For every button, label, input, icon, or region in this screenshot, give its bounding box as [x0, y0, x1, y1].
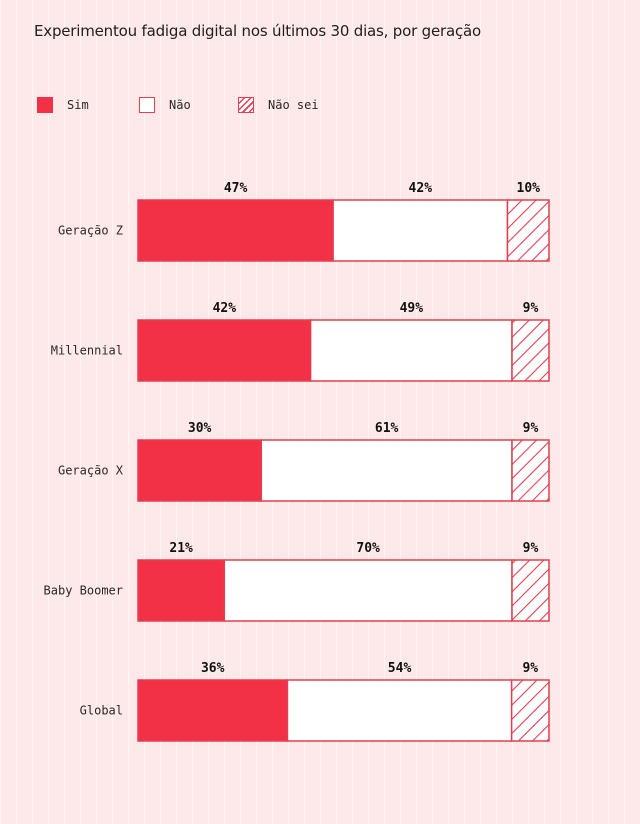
- data-label-nao-geracao-z: 42%: [409, 181, 433, 196]
- bar-nao-sei-geracao-z: [506, 199, 550, 262]
- data-label-nao-sei-geracao-x: 9%: [523, 421, 539, 436]
- legend-swatch-sim: [37, 97, 53, 113]
- category-label-geracao-z: Geração Z: [58, 224, 123, 238]
- category-label-geracao-x: Geração X: [58, 464, 124, 478]
- bar-nao-sei-global: [510, 679, 550, 742]
- data-label-nao-sei-geracao-z: 10%: [517, 181, 541, 196]
- bar-sim-baby-boomer: [137, 559, 226, 622]
- category-label-millennial: Millennial: [51, 344, 123, 358]
- data-label-sim-millennial: 42%: [213, 301, 237, 316]
- data-label-sim-global: 36%: [201, 661, 225, 676]
- bar-sim-global: [137, 679, 289, 742]
- data-label-nao-sei-millennial: 9%: [523, 301, 539, 316]
- bar-nao-global: [286, 679, 513, 742]
- legend-item-nao: Não: [139, 97, 191, 113]
- bar-sim-geracao-x: [137, 439, 263, 502]
- data-label-nao-sei-baby-boomer: 9%: [523, 541, 539, 556]
- bar-nao-geracao-x: [260, 439, 513, 502]
- data-label-sim-geracao-z: 47%: [224, 181, 248, 196]
- legend-item-nao-sei: Não sei: [238, 97, 319, 113]
- bar-nao-sei-millennial: [511, 319, 550, 382]
- category-label-baby-boomer: Baby Boomer: [44, 584, 123, 598]
- data-label-nao-geracao-x: 61%: [375, 421, 399, 436]
- data-label-nao-baby-boomer: 70%: [356, 541, 380, 556]
- category-label-global: Global: [80, 704, 123, 718]
- legend-swatch-nao: [139, 97, 155, 113]
- bar-nao-sei-geracao-x: [511, 439, 550, 502]
- chart-title: Experimentou fadiga digital nos últimos …: [34, 22, 481, 40]
- legend-label-nao: Não: [169, 98, 191, 112]
- bar-sim-millennial: [137, 319, 312, 382]
- data-label-nao-sei-global: 9%: [522, 661, 538, 676]
- data-label-sim-geracao-x: 30%: [188, 421, 212, 436]
- legend-swatch-nao-sei: [238, 97, 254, 113]
- bar-nao-geracao-z: [332, 199, 509, 262]
- data-label-nao-global: 54%: [388, 661, 412, 676]
- bar-nao-sei-baby-boomer: [511, 559, 550, 622]
- legend-label-sim: Sim: [67, 98, 89, 112]
- bar-sim-geracao-z: [137, 199, 334, 262]
- bar-nao-baby-boomer: [223, 559, 513, 622]
- legend-label-nao-sei: Não sei: [268, 98, 319, 112]
- legend-item-sim: Sim: [37, 97, 89, 113]
- legend: Sim Não Não sei: [0, 0, 640, 130]
- bar-nao-millennial: [309, 319, 513, 382]
- data-label-sim-baby-boomer: 21%: [169, 541, 193, 556]
- data-label-nao-millennial: 49%: [400, 301, 424, 316]
